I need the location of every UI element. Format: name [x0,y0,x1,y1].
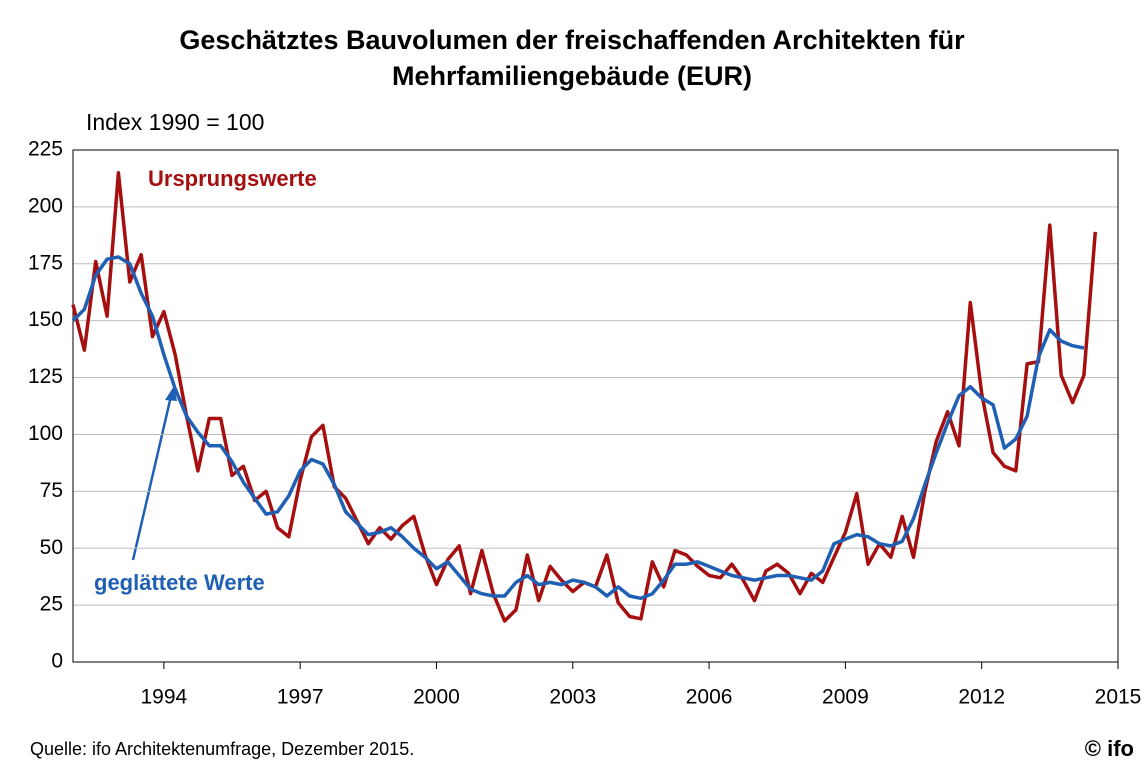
y-tick-label: 200 [28,194,63,217]
y-tick-label: 75 [40,479,63,502]
x-tick-label: 2015 [1095,686,1142,709]
source: Quelle: ifo Architektenumfrage, Dezember… [30,739,414,759]
x-tick-label: 2009 [822,686,869,709]
x-tick-label: 2003 [549,686,596,709]
chart-title: Geschätztes Bauvolumen der freischaffend… [179,25,965,55]
subtitle: Index 1990 = 100 [86,109,264,135]
legend-label: Ursprungswerte [148,166,317,191]
y-tick-label: 0 [51,650,63,673]
y-tick-label: 225 [28,138,63,161]
y-tick-label: 175 [28,251,63,274]
annotation-arrow [131,395,173,561]
y-tick-label: 100 [28,422,63,445]
x-tick-label: 2000 [413,686,460,709]
series-line [71,255,1085,601]
y-tick-label: 125 [28,365,63,388]
x-tick-label: 2012 [958,686,1005,709]
series-line [71,171,1098,623]
logo: © ifo [1085,736,1134,761]
y-tick-label: 150 [28,308,63,331]
plot-frame [72,149,1119,663]
x-tick-label: 1997 [277,686,324,709]
y-tick-label: 50 [40,536,63,559]
x-tick-label: 2006 [686,686,733,709]
legend-label: geglättete Werte [94,570,265,595]
chart-title: Mehrfamiliengebäude (EUR) [392,61,752,91]
y-tick-label: 25 [40,593,63,616]
x-tick-label: 1994 [141,686,188,709]
